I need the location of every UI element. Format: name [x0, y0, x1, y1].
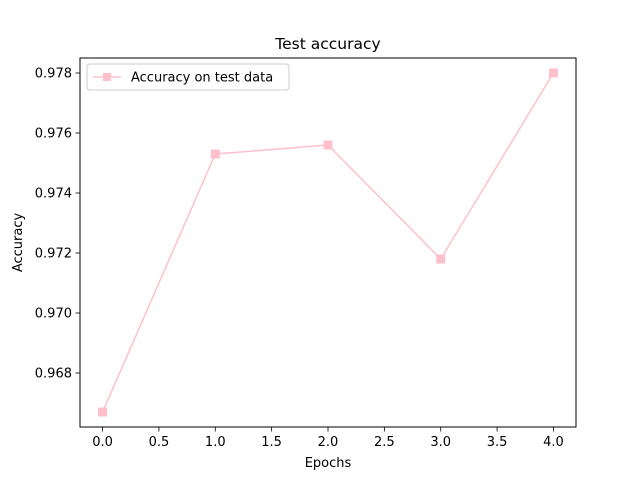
- x-axis: 0.0 0.5 1.0 1.5 2.0 2.5 3.0 3.5 4.0: [92, 427, 564, 450]
- x-tick-label: 3.0: [430, 435, 451, 450]
- y-axis-label: Accuracy: [11, 213, 26, 273]
- x-tick-label: 0.5: [149, 435, 170, 450]
- legend-label: Accuracy on test data: [131, 71, 273, 86]
- y-tick-label: 0.978: [35, 67, 72, 82]
- data-point-marker: [210, 149, 220, 159]
- data-point-marker: [98, 407, 108, 417]
- y-tick-label: 0.974: [35, 187, 72, 202]
- y-tick-label: 0.972: [35, 247, 72, 262]
- y-tick-label: 0.968: [35, 367, 72, 382]
- legend: Accuracy on test data: [86, 63, 290, 91]
- y-tick-label: 0.976: [35, 127, 72, 142]
- x-axis-label: Epochs: [305, 456, 352, 471]
- x-tick-label: 3.5: [487, 435, 508, 450]
- x-tick-label: 2.0: [318, 435, 339, 450]
- x-tick-label: 1.5: [261, 435, 282, 450]
- x-tick-label: 4.0: [543, 435, 564, 450]
- data-point-marker: [548, 68, 558, 78]
- plot-area: [98, 68, 558, 417]
- chart-title: Test accuracy: [274, 35, 380, 53]
- y-axis: 0.968 0.970 0.972 0.974 0.976 0.978: [35, 67, 80, 382]
- legend-marker-swatch: [103, 73, 111, 81]
- x-tick-label: 2.5: [374, 435, 395, 450]
- y-tick-label: 0.970: [35, 307, 72, 322]
- x-tick-label: 0.0: [92, 435, 113, 450]
- legend-box: [86, 63, 290, 91]
- x-tick-label: 1.0: [205, 435, 226, 450]
- data-point-marker: [436, 254, 446, 264]
- data-point-marker: [323, 140, 333, 150]
